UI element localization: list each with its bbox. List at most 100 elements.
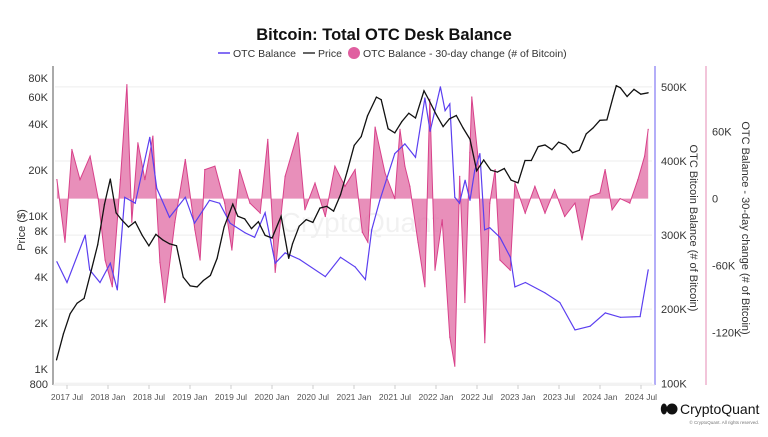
price-point — [280, 215, 282, 217]
otc-balance-point — [219, 202, 221, 204]
price-point — [69, 313, 71, 315]
price-axis-ticks: 800 1K 2K 4K 6K 8K 10K 20K 40K 60K 80K — [28, 73, 48, 391]
price-point — [448, 118, 450, 120]
price-point — [237, 215, 239, 217]
change-point — [304, 209, 306, 211]
price-point — [202, 279, 204, 282]
change-point — [97, 198, 99, 200]
otc-balance-point — [168, 216, 171, 218]
price-point — [503, 167, 505, 170]
cryptoquant-logo: CryptoQuant © CryptoQuant. All rights re… — [660, 401, 759, 425]
otc-tick-label: 200K — [661, 304, 687, 316]
price-point — [148, 245, 150, 247]
change-point — [611, 209, 613, 211]
otc-balance-point — [458, 202, 461, 204]
price-point — [633, 88, 635, 90]
otc-balance-point — [619, 316, 622, 318]
price-point — [615, 85, 617, 87]
x-tick-label: 2022 Jul — [461, 392, 493, 402]
change-point — [647, 128, 649, 130]
legend-otc-balance-label[interactable]: OTC Balance — [233, 48, 296, 60]
change-point — [509, 269, 511, 271]
price-point — [530, 159, 532, 162]
price-point — [326, 205, 328, 207]
otc-balance-point — [134, 202, 136, 204]
change-point — [314, 182, 316, 184]
price-point — [264, 234, 266, 236]
change-point — [581, 239, 583, 241]
change-point — [64, 241, 66, 243]
price-point — [115, 212, 117, 214]
change-point — [224, 202, 226, 204]
price-point — [380, 99, 382, 101]
brand-name: CryptoQuant — [680, 401, 759, 417]
x-tick-label: 2017 Jul — [51, 392, 83, 402]
price-tick-label: 1K — [35, 364, 49, 376]
otc-balance-point — [394, 153, 396, 155]
otc-balance-point — [464, 179, 466, 181]
legend: OTC Balance Price OTC Balance - 30-day c… — [218, 47, 567, 60]
otc-balance-point — [499, 236, 501, 238]
otc-balance-point — [514, 286, 516, 288]
otc-balance-point — [324, 276, 326, 278]
change-point — [399, 128, 401, 130]
price-point — [189, 285, 191, 287]
change-point — [374, 126, 376, 128]
price-point — [346, 170, 348, 172]
change-point — [604, 169, 606, 171]
otc-balance-point — [559, 301, 561, 304]
otc-balance-point — [299, 258, 301, 261]
otc-balance-point — [444, 110, 446, 112]
otc-balance-point — [449, 103, 451, 105]
x-tick-label: 2018 Jan — [91, 392, 126, 402]
otc-axis-ticks: 100K 200K 300K 400K 500K — [661, 82, 687, 390]
price-point — [647, 92, 649, 94]
change-point — [239, 169, 241, 171]
change-point — [137, 142, 139, 144]
price-point — [414, 117, 417, 119]
x-tick-label: 2024 Jan — [583, 392, 618, 402]
x-tick-label: 2023 Jul — [543, 392, 575, 402]
price-point — [517, 182, 519, 184]
price-tick-label: 2K — [35, 318, 49, 330]
price-point — [182, 276, 184, 278]
change-point — [344, 185, 346, 187]
otc-balance-point — [379, 199, 381, 201]
change-point — [259, 212, 261, 214]
otc-balance-point — [156, 187, 158, 189]
change-point — [514, 182, 516, 184]
change-point — [152, 135, 154, 137]
otc-balance-point — [56, 261, 58, 263]
price-point — [394, 132, 396, 134]
price-point — [62, 333, 64, 335]
change-point — [524, 212, 526, 214]
otc-balance-point — [84, 234, 86, 236]
change-point — [89, 155, 91, 157]
legend-change-swatch — [348, 47, 360, 59]
legend-price-label[interactable]: Price — [318, 48, 342, 60]
legend-change-label[interactable]: OTC Balance - 30-day change (# of Bitcoi… — [363, 48, 567, 60]
change-point — [409, 185, 411, 187]
otc-balance-point — [647, 269, 649, 271]
otc-balance-point — [354, 266, 356, 268]
change-point — [434, 269, 436, 271]
price-point — [209, 274, 211, 276]
change-point — [79, 179, 81, 181]
price-point — [353, 144, 355, 146]
price-point — [244, 218, 246, 220]
change-point — [554, 189, 556, 191]
price-series — [55, 84, 649, 361]
x-tick-label: 2021 Jan — [337, 392, 372, 402]
x-tick-label: 2019 Jul — [215, 392, 247, 402]
change-point — [404, 165, 406, 167]
change-point — [126, 84, 128, 86]
price-point — [572, 152, 574, 154]
price-point — [401, 121, 403, 123]
otc-balance-point — [604, 312, 606, 314]
price-point — [408, 112, 410, 114]
change-point — [174, 221, 176, 223]
x-tick-label: 2019 Jan — [173, 392, 208, 402]
change-point — [484, 342, 486, 344]
change-point — [589, 195, 591, 197]
otc-balance-point — [184, 196, 186, 198]
